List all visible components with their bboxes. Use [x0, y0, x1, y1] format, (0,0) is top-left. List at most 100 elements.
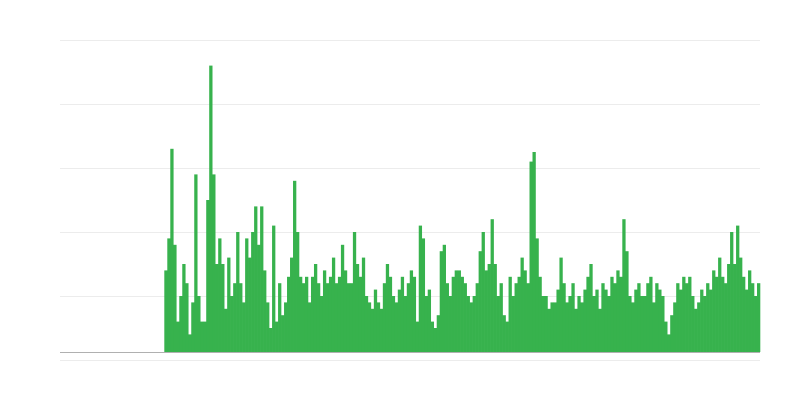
- bar: [233, 283, 237, 352]
- bar: [310, 276, 315, 352]
- bar: [322, 270, 327, 352]
- bar: [376, 302, 381, 352]
- bar: [245, 238, 249, 352]
- bar: [385, 264, 390, 352]
- bar: [373, 289, 378, 352]
- bar: [646, 283, 650, 352]
- bar: [469, 302, 473, 352]
- bar: [391, 296, 396, 352]
- bar: [751, 283, 755, 352]
- bar: [610, 276, 614, 352]
- bar: [748, 270, 752, 352]
- bar: [176, 321, 180, 352]
- bar: [251, 232, 255, 352]
- bar: [592, 296, 596, 352]
- bar: [529, 161, 533, 352]
- bar: [194, 174, 198, 352]
- bar: [463, 283, 467, 352]
- bar: [179, 296, 183, 352]
- bar: [290, 257, 294, 352]
- bar: [472, 296, 476, 352]
- bar: [358, 276, 363, 352]
- bar: [170, 148, 174, 352]
- bar: [688, 276, 692, 352]
- bar: [173, 244, 177, 352]
- bar: [260, 206, 264, 352]
- bar: [589, 264, 593, 352]
- bar: [700, 289, 704, 352]
- bar: [436, 315, 440, 352]
- bar: [430, 321, 435, 352]
- bar: [448, 296, 452, 352]
- bar: [325, 283, 330, 352]
- bar: [571, 283, 575, 352]
- bar: [664, 321, 668, 352]
- bar: [658, 289, 662, 352]
- bar: [242, 302, 246, 352]
- bar: [685, 283, 689, 352]
- bar: [619, 276, 623, 352]
- bar: [400, 276, 405, 352]
- bar: [697, 302, 701, 352]
- bars: [164, 65, 761, 352]
- bar: [568, 296, 572, 352]
- bar: [185, 283, 189, 352]
- bar: [625, 251, 629, 352]
- bar: [667, 334, 671, 352]
- bar: [640, 296, 644, 352]
- bar: [197, 296, 201, 352]
- bar: [424, 296, 429, 352]
- bar: [343, 270, 348, 352]
- bar: [206, 200, 210, 352]
- bar: [337, 276, 342, 352]
- bar: [502, 315, 506, 352]
- bar: [754, 296, 758, 352]
- bar: [535, 238, 539, 352]
- bar: [421, 238, 426, 352]
- bar: [661, 296, 665, 352]
- bar: [257, 244, 261, 352]
- bar: [742, 276, 746, 352]
- bar: [736, 225, 740, 352]
- bar: [307, 302, 312, 352]
- bar: [484, 270, 488, 352]
- bar: [598, 308, 602, 352]
- bar: [269, 328, 273, 352]
- bar: [547, 308, 551, 352]
- bar: [733, 264, 737, 352]
- bar: [481, 232, 485, 352]
- bar: [550, 302, 554, 352]
- bar: [403, 296, 408, 352]
- bar: [433, 328, 438, 352]
- bar: [367, 302, 372, 352]
- bar: [478, 251, 482, 352]
- bar: [454, 270, 458, 352]
- bar: [301, 283, 306, 352]
- bar: [412, 276, 417, 352]
- bar: [340, 244, 345, 352]
- bar: [188, 334, 192, 352]
- bar: [505, 321, 509, 352]
- bar: [730, 232, 734, 352]
- bar: [319, 296, 324, 352]
- bar: [703, 296, 707, 352]
- bar: [167, 238, 171, 352]
- bar: [631, 302, 635, 352]
- bar: [520, 257, 524, 352]
- bar: [511, 296, 515, 352]
- bar: [299, 276, 303, 352]
- bar: [457, 270, 461, 352]
- bar: [442, 244, 446, 352]
- bar: [221, 264, 225, 352]
- bar: [691, 296, 695, 352]
- bar: [673, 302, 677, 352]
- bar: [739, 257, 743, 352]
- bar: [622, 219, 626, 352]
- bar: [727, 264, 731, 352]
- bar: [361, 257, 366, 352]
- bar: [203, 321, 207, 352]
- bar: [715, 276, 719, 352]
- bar: [607, 296, 611, 352]
- bar: [304, 276, 309, 352]
